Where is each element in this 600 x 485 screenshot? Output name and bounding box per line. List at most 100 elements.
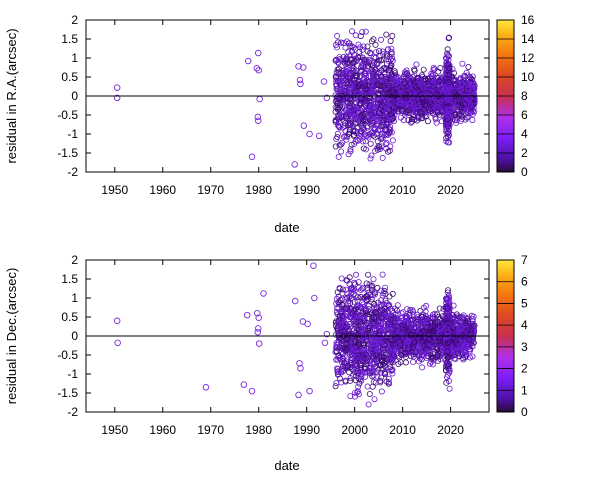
data-point — [373, 73, 380, 80]
data-point — [374, 73, 381, 80]
data-point — [382, 297, 389, 304]
y-tick-label: 1.5 — [61, 32, 78, 46]
data-point — [468, 312, 475, 319]
colorbar-tick-label: 8 — [521, 89, 528, 103]
data-point — [357, 318, 364, 325]
data-point — [460, 333, 467, 340]
x-tick-label: 2000 — [341, 183, 368, 197]
data-point — [254, 328, 262, 336]
data-point — [376, 112, 383, 119]
data-point — [347, 377, 354, 384]
data-point — [370, 314, 377, 321]
data-point — [335, 153, 342, 160]
data-point — [415, 107, 422, 114]
data-point — [368, 341, 375, 348]
dec-colorbar — [496, 259, 515, 413]
data-point — [364, 97, 371, 104]
data-point — [333, 380, 340, 387]
data-point — [436, 111, 443, 118]
data-point — [352, 346, 359, 353]
data-point — [256, 95, 263, 103]
data-point — [418, 342, 425, 349]
data-point — [353, 325, 360, 332]
colorbar-tick-label: 3 — [521, 340, 528, 354]
colorbar-tick-label: 10 — [521, 70, 535, 84]
data-point — [254, 113, 262, 121]
data-point — [334, 122, 341, 129]
data-point — [382, 141, 389, 148]
data-point — [375, 366, 382, 373]
data-point — [444, 89, 451, 96]
data-point — [353, 136, 360, 143]
colorbar-tick-label: 2 — [521, 146, 528, 160]
data-point — [342, 363, 349, 370]
data-point — [390, 114, 397, 121]
data-point — [359, 29, 366, 36]
data-point — [397, 99, 404, 106]
data-point — [362, 306, 369, 313]
data-point — [359, 118, 366, 125]
data-point — [374, 373, 381, 380]
data-point — [346, 40, 353, 47]
data-point — [335, 85, 342, 92]
data-point — [382, 364, 389, 371]
data-point — [334, 289, 341, 296]
data-point — [297, 80, 304, 88]
data-point — [355, 341, 362, 348]
ra-x-axis-label: date — [274, 220, 299, 235]
data-point — [368, 345, 375, 352]
data-point — [459, 60, 466, 67]
data-point — [333, 347, 340, 354]
y-tick-label: 1 — [71, 51, 78, 65]
data-point — [255, 314, 262, 322]
data-point — [372, 352, 379, 359]
data-point — [339, 80, 346, 87]
data-point — [403, 98, 410, 105]
data-point — [402, 359, 409, 366]
colorbar-tick-label: 14 — [521, 32, 535, 46]
data-point — [348, 331, 355, 338]
data-point — [381, 309, 388, 316]
data-point — [354, 82, 361, 89]
data-point — [405, 84, 412, 91]
data-point — [398, 327, 405, 334]
data-point — [345, 151, 352, 158]
data-point — [335, 60, 342, 67]
x-tick-label: 2010 — [389, 423, 416, 437]
data-point — [409, 115, 416, 122]
data-point — [347, 56, 354, 63]
data-point — [366, 390, 373, 397]
data-point — [335, 69, 342, 76]
data-point — [407, 306, 414, 313]
data-point — [461, 80, 468, 87]
data-point — [469, 73, 476, 80]
x-tick-label: 1980 — [245, 423, 272, 437]
y-tick-label: -0.5 — [57, 348, 78, 362]
data-point — [454, 341, 461, 348]
data-point — [343, 360, 350, 367]
data-point — [465, 314, 472, 321]
data-point — [446, 62, 453, 69]
data-point — [339, 351, 346, 358]
data-point — [375, 317, 382, 324]
data-point — [443, 308, 450, 315]
data-points-layer — [113, 262, 478, 408]
data-point — [248, 387, 256, 395]
data-point — [364, 43, 371, 50]
data-point — [413, 347, 420, 354]
y-tick-label: 0.5 — [61, 70, 78, 84]
data-point — [442, 97, 449, 104]
data-point — [370, 331, 377, 338]
data-point — [386, 147, 393, 154]
data-point — [348, 354, 355, 361]
data-point — [379, 154, 386, 161]
y-tick-label: -0.5 — [57, 108, 78, 122]
data-point — [334, 356, 341, 363]
data-point — [352, 389, 359, 396]
data-point — [385, 302, 392, 309]
